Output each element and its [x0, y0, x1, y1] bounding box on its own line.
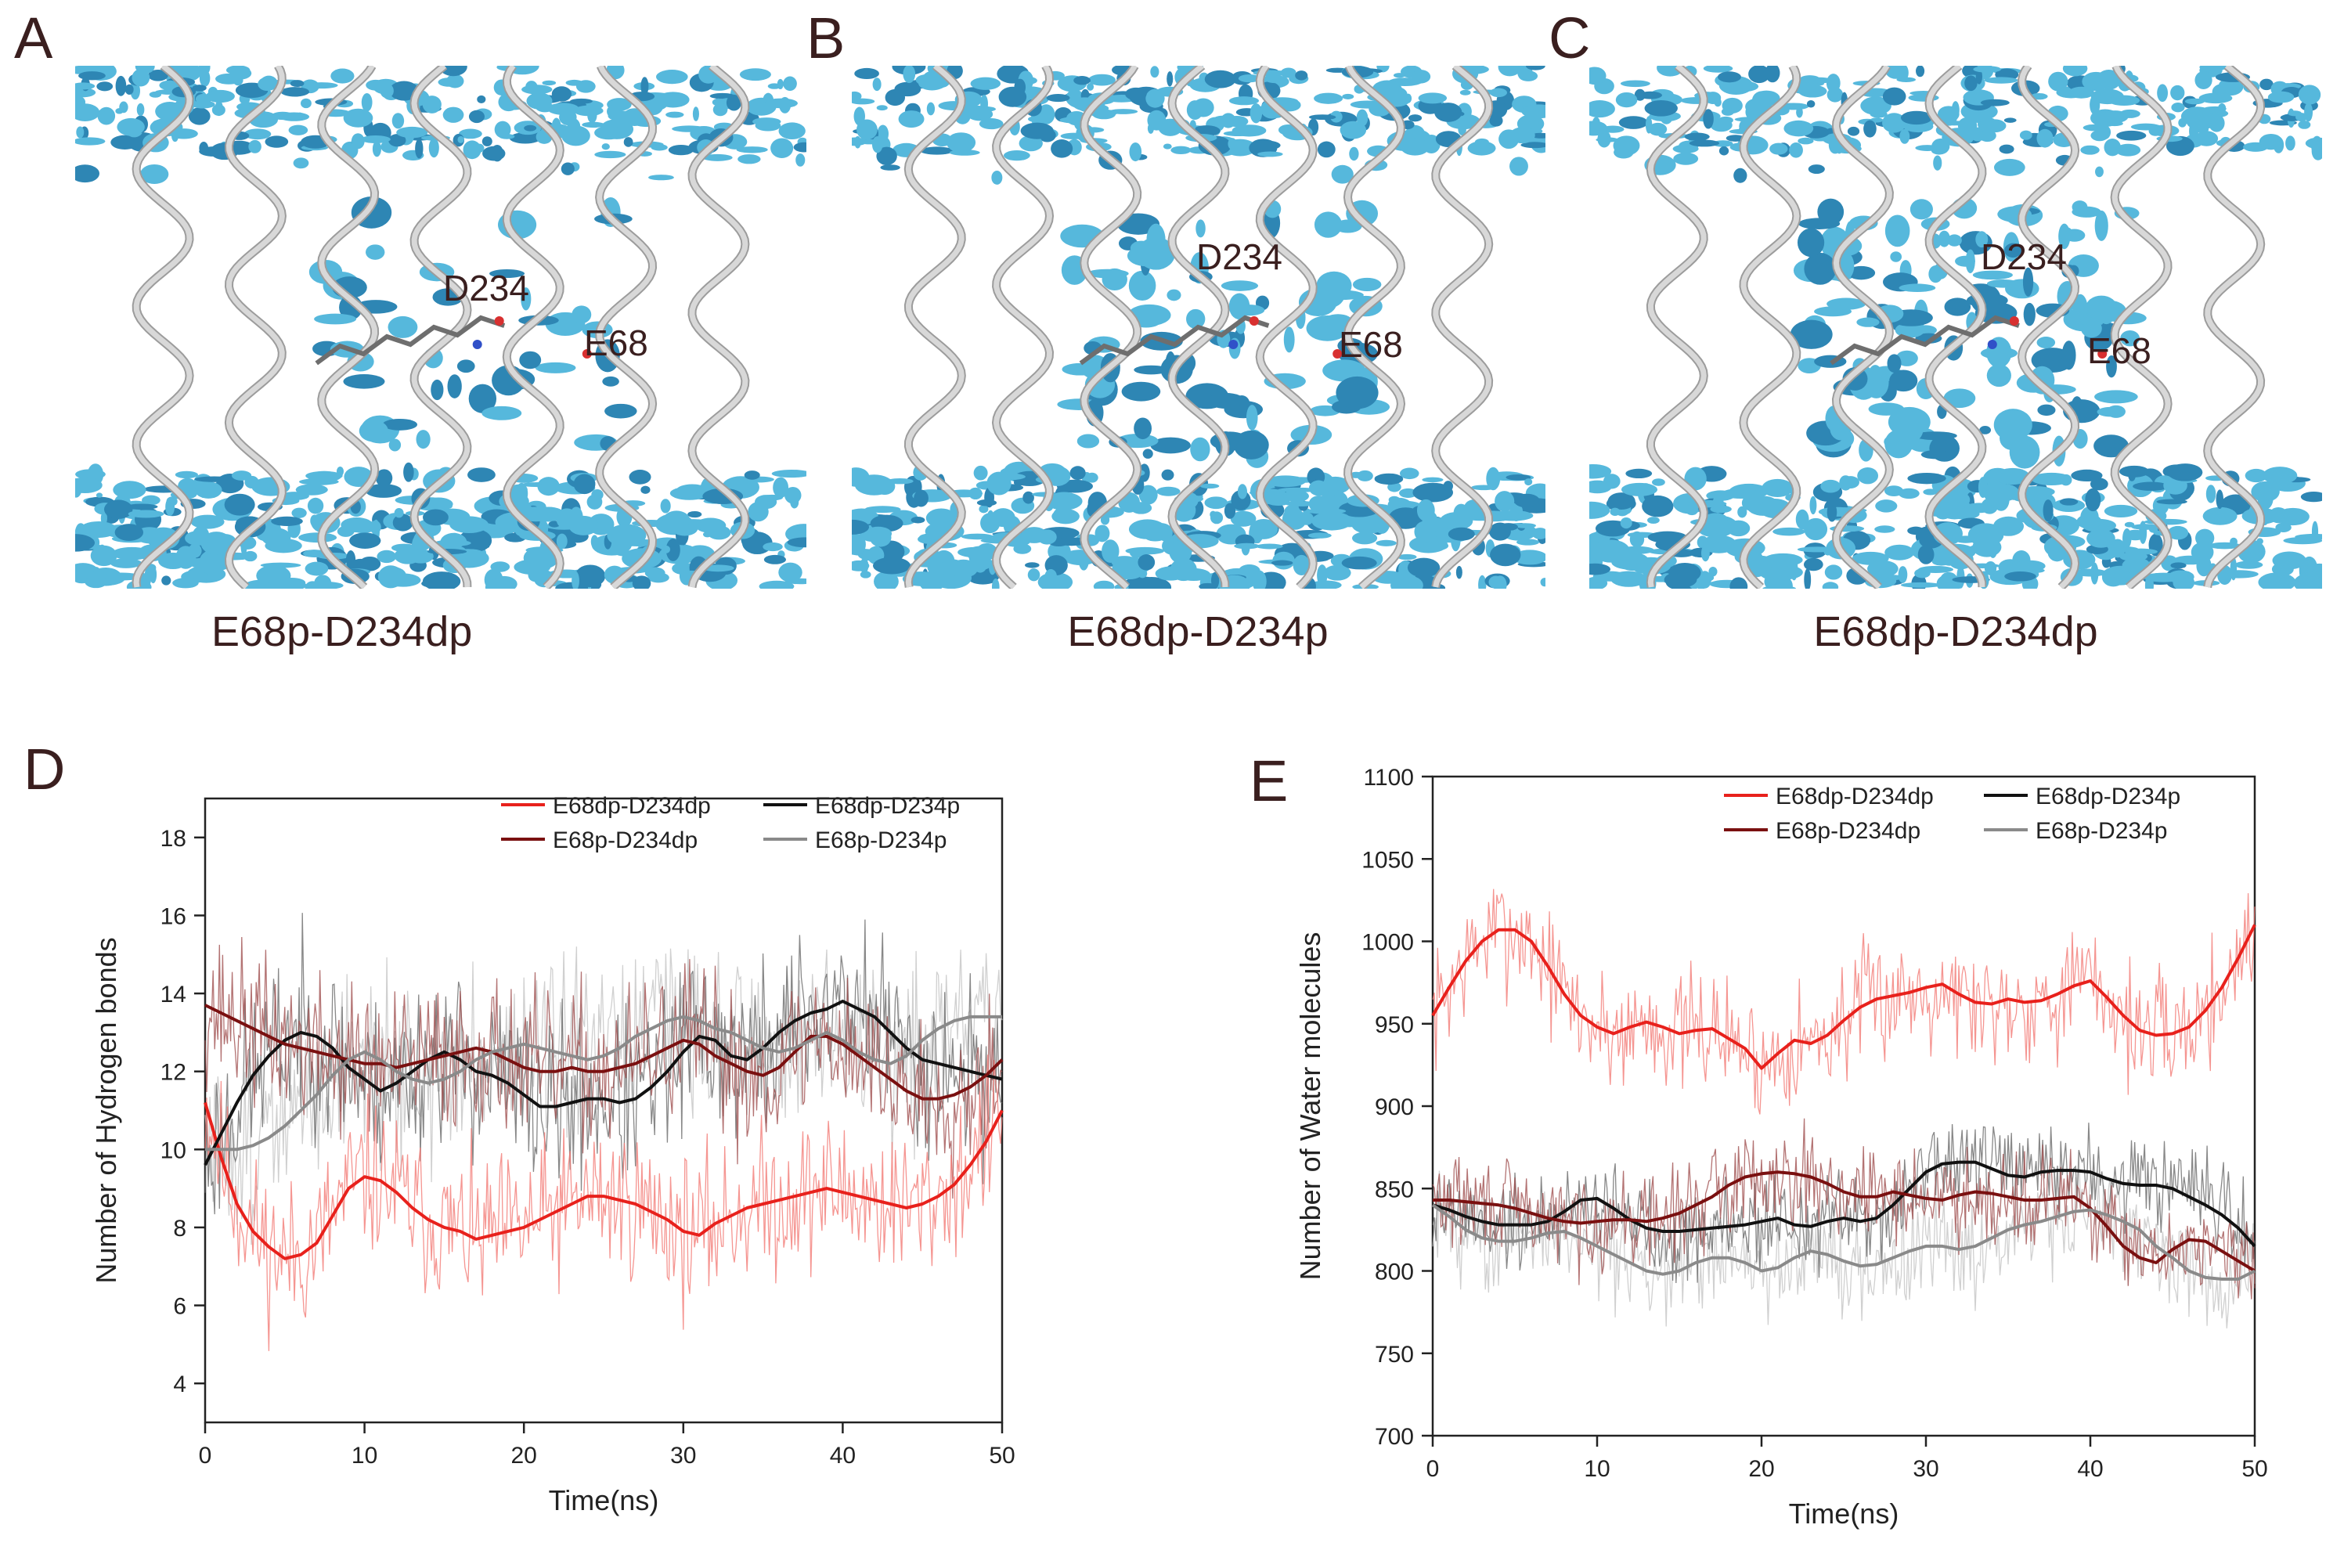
legend: E68dp-D234dp E68dp-D234p E68p-D234dp E68p-D… [1724, 784, 2180, 844]
y-tick-label: 800 [1375, 1260, 1414, 1285]
x-tick-label: 50 [989, 1443, 1015, 1469]
y-tick-label: 1100 [1363, 765, 1414, 791]
panel-letter-d: D [23, 737, 66, 802]
y-tick-label: 14 [160, 982, 186, 1007]
x-tick-label: 0 [1426, 1456, 1440, 1482]
residue-label-d234: D234 [1981, 236, 2067, 277]
chart-hydrogen-bonds: 0 10 20 30 40 50 4 6 8 10 12 14 16 18 Time(ns) Number o… [90, 793, 1015, 1516]
protein-helices [132, 66, 750, 589]
y-tick-label: 18 [160, 826, 186, 852]
smoothed-series-e68dp-d234dp [204, 1101, 1004, 1260]
x-tick-label: 40 [830, 1443, 856, 1469]
molecule-labels-c: D234 E68 [1981, 236, 2151, 371]
retinal-stick [1830, 315, 2108, 366]
x-tick-label: 10 [352, 1443, 377, 1469]
panel-letter-c: C [1549, 5, 1591, 70]
raw-series-e68p-d234p [1432, 1152, 2256, 1328]
x-tick-label: 30 [670, 1443, 696, 1469]
retinal-stick [315, 315, 592, 366]
molecule-render-c: D234 E68 [1589, 66, 2322, 589]
x-tick-label: 20 [1748, 1456, 1774, 1482]
molecule-labels-a: D234 E68 [443, 268, 648, 363]
raw-series-e68dp-d234dp [204, 1054, 1003, 1351]
raw-series-e68dp-d234dp [1432, 889, 2256, 1115]
smoothed-series-e68dp-d234p [1432, 1160, 2256, 1248]
y-tick-label: 10 [160, 1137, 186, 1163]
legend-label: E68dp-D234p [815, 793, 960, 819]
y-tick-label: 1050 [1361, 847, 1414, 873]
smoothed-series-e68dp-d234p [204, 1000, 1003, 1166]
x-tick-label: 30 [1913, 1456, 1938, 1482]
molecule-render-b-svg [852, 66, 1545, 589]
molecule-render-a: D234 E68 [75, 66, 806, 589]
residue-label-d234: D234 [443, 268, 529, 308]
y-axis-label: Number of Hydrogen bonds [90, 937, 122, 1283]
legend-label: E68p-D234p [815, 827, 947, 853]
legend: E68dp-D234dp E68dp-D234p E68p-D234dp E68p-D… [501, 793, 960, 853]
x-tick-label: 0 [199, 1443, 212, 1469]
residue-label-e68: E68 [1339, 324, 1403, 365]
protein-helices [1646, 66, 2266, 589]
molecule-render-a-svg [75, 66, 806, 589]
residue-label-e68: E68 [2087, 330, 2151, 371]
y-tick-label: 850 [1375, 1177, 1414, 1202]
panel-letter-e: E [1250, 748, 1289, 813]
raw-series-e68p-d234dp [204, 936, 1003, 1199]
y-tick-label: 6 [173, 1294, 186, 1320]
y-tick-label: 1000 [1361, 930, 1414, 956]
x-axis-label: Time(ns) [1789, 1498, 1899, 1530]
residue-label-d234: D234 [1196, 236, 1282, 277]
molecule-labels-b: D234 E68 [1196, 236, 1403, 365]
legend-label: E68dp-D234p [2036, 784, 2180, 809]
smoothed-series-e68p-d234dp [204, 1004, 1004, 1101]
plot-frame [1431, 775, 2256, 1437]
caption-c: E68dp-D234dp [1813, 608, 2098, 655]
molecule-render-c-svg [1589, 66, 2322, 589]
x-tick-label: 40 [2077, 1456, 2103, 1482]
x-tick-label: 50 [2241, 1456, 2267, 1482]
legend-label: E68p-D234p [2036, 818, 2167, 844]
x-tick-label: 10 [1584, 1456, 1610, 1482]
legend-label: E68p-D234dp [1776, 818, 1920, 844]
x-tick-label: 20 [511, 1443, 537, 1469]
smoothed-series-e68p-d234p [205, 1015, 1002, 1152]
panel-letter-a: A [14, 5, 53, 70]
caption-a: E68p-D234dp [211, 608, 473, 655]
legend-label: E68dp-D234dp [1776, 784, 1934, 809]
molecule-render-b: D234 E68 [852, 66, 1545, 589]
legend-label: E68dp-D234dp [553, 793, 711, 819]
y-tick-label: 950 [1375, 1012, 1414, 1038]
smoothed-series-e68p-d234dp [1433, 1170, 2256, 1273]
smoothed-series-e68p-d234p [1431, 1203, 2256, 1281]
raw-series-e68dp-d234p [1432, 1123, 2256, 1284]
x-axis-label: Time(ns) [549, 1484, 659, 1516]
caption-b: E68dp-D234p [1067, 608, 1329, 655]
y-tick-label: 900 [1375, 1094, 1414, 1120]
y-tick-label: 4 [173, 1372, 186, 1397]
y-tick-label: 8 [173, 1216, 186, 1242]
legend-label: E68p-D234dp [553, 827, 698, 853]
retinal-stick [1079, 315, 1343, 366]
smoothed-series-e68dp-d234dp [1431, 924, 2256, 1070]
panel-letter-b: B [806, 5, 846, 70]
y-tick-label: 16 [160, 903, 186, 929]
y-axis-label: Number of Water molecules [1294, 932, 1326, 1281]
chart-water-molecules: 0 10 20 30 40 50 700 750 800 850 900 950 1000 1050 110… [1294, 765, 2268, 1530]
protein-helices [903, 66, 1494, 589]
residue-label-e68: E68 [584, 323, 648, 363]
y-tick-label: 700 [1375, 1424, 1414, 1450]
y-tick-label: 12 [160, 1060, 186, 1086]
y-tick-label: 750 [1375, 1342, 1414, 1368]
